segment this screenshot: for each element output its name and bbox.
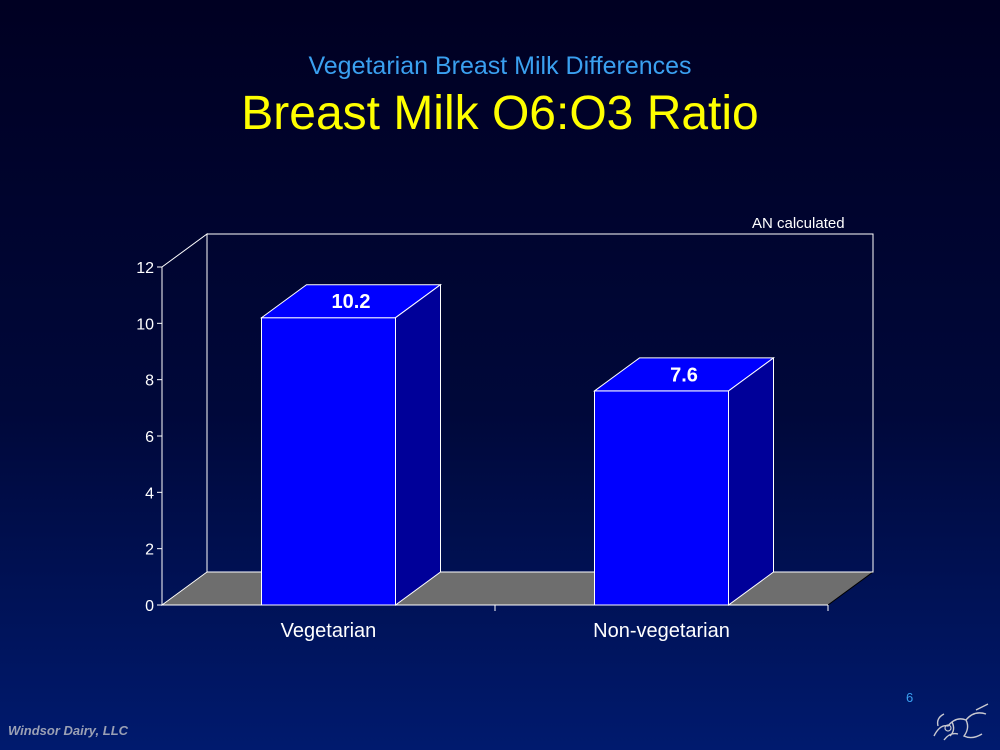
chart-note: AN calculated bbox=[752, 215, 845, 232]
slide-title: Breast Milk O6:O3 Ratio bbox=[241, 87, 759, 140]
y-tick-label: 2 bbox=[145, 542, 154, 559]
y-tick-label: 6 bbox=[145, 429, 154, 446]
chart-side-wall bbox=[161, 233, 208, 606]
y-tick-label: 4 bbox=[145, 485, 154, 502]
y-tick-label: 12 bbox=[136, 260, 154, 277]
bar-side bbox=[728, 356, 774, 606]
y-tick-label: 10 bbox=[136, 316, 154, 333]
bar-side bbox=[395, 283, 441, 606]
bar-front bbox=[261, 317, 396, 606]
logo-sketch-icon bbox=[933, 703, 989, 741]
bar-data-label: 10.2 bbox=[332, 291, 371, 313]
y-tick-label: 0 bbox=[145, 598, 154, 615]
slide-subtitle: Vegetarian Breast Milk Differences bbox=[308, 52, 692, 80]
footer-company: Windsor Dairy, LLC bbox=[8, 723, 129, 738]
x-category-label: Non-vegetarian bbox=[593, 620, 730, 642]
bar-data-label: 7.6 bbox=[670, 364, 698, 386]
x-category-label: Vegetarian bbox=[281, 620, 377, 642]
y-tick-label: 8 bbox=[145, 373, 154, 390]
bar-front bbox=[594, 390, 729, 606]
page-number: 6 bbox=[906, 690, 914, 705]
